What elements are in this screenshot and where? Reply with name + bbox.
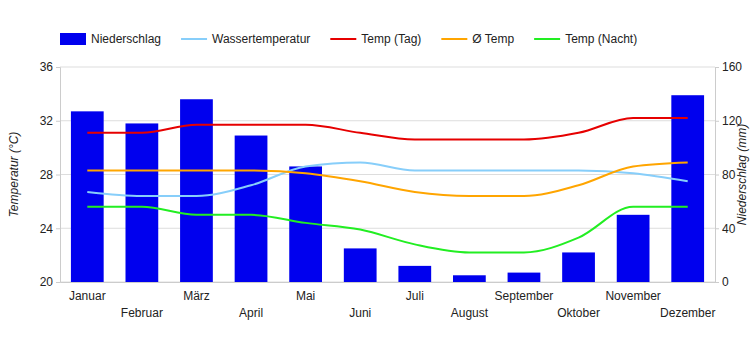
tick: 0 — [715, 275, 729, 289]
tick-label: Juni — [349, 306, 371, 320]
legend-swatch — [60, 33, 86, 45]
legend-swatch — [441, 38, 467, 40]
bar — [617, 215, 650, 282]
plot-area — [71, 95, 704, 282]
tick-label: August — [451, 306, 489, 320]
tick: April — [239, 306, 263, 320]
tick: 160 — [715, 60, 742, 74]
tick-mark — [715, 67, 719, 68]
tick: November — [605, 289, 660, 303]
tick-label: März — [183, 289, 210, 303]
bar — [508, 273, 541, 282]
legend-swatch — [534, 38, 560, 40]
legend-label: Temp (Tag) — [361, 32, 421, 46]
tick: Juli — [406, 289, 424, 303]
tick-label: 80 — [722, 168, 736, 182]
tick-mark — [715, 228, 719, 229]
tick-mark — [56, 121, 60, 122]
line — [87, 162, 687, 196]
bar — [344, 248, 377, 282]
tick: September — [495, 289, 554, 303]
tick-label: Oktober — [557, 306, 600, 320]
axis-line — [716, 68, 720, 283]
tick-label: September — [495, 289, 554, 303]
tick-label: 20 — [40, 275, 54, 289]
tick-label: Juli — [406, 289, 424, 303]
tick-label: 0 — [722, 275, 729, 289]
tick-label: 40 — [722, 222, 736, 236]
y2-axis-title: Niederschlag (mm) — [735, 124, 749, 225]
y-axis-title: Temperatur (°C) — [7, 132, 21, 218]
legend-item: Temp (Tag) — [330, 32, 421, 46]
tick-mark — [715, 282, 719, 283]
tick-label: Dezember — [660, 306, 715, 320]
tick-label: 24 — [40, 222, 54, 236]
legend-label: Ø Temp — [472, 32, 514, 46]
tick-label: 28 — [40, 168, 54, 182]
tick: 36 — [40, 60, 60, 74]
tick: März — [183, 289, 210, 303]
tick-mark — [715, 121, 719, 122]
line — [87, 207, 687, 253]
tick: 28 — [40, 168, 60, 182]
tick: 80 — [715, 168, 736, 182]
axis-line — [61, 282, 716, 283]
bar — [126, 123, 159, 282]
legend-label: Niederschlag — [91, 32, 161, 46]
y-axis: 20 24 28 32 36 — [40, 60, 61, 289]
legend-swatch — [181, 38, 207, 40]
tick-mark — [56, 228, 60, 229]
tick: 32 — [40, 114, 60, 128]
bar — [562, 252, 595, 282]
tick-label: 36 — [40, 60, 54, 74]
tick-label: Mai — [296, 289, 315, 303]
tick-label: November — [605, 289, 660, 303]
chart: Januar Februar März April Mai Juni Juli August S… — [0, 0, 750, 350]
tick: 20 — [40, 275, 60, 289]
x-axis: Januar Februar März April Mai Juni Juli August S… — [61, 283, 716, 320]
tick: 40 — [715, 222, 736, 236]
tick-mark — [715, 175, 719, 176]
legend-swatch — [330, 38, 356, 40]
line — [87, 162, 687, 196]
tick-label: Januar — [69, 289, 106, 303]
tick-mark — [56, 175, 60, 176]
tick: Oktober — [557, 306, 600, 320]
bar — [235, 136, 268, 282]
tick: Mai — [296, 289, 315, 303]
bars — [71, 95, 704, 282]
grid — [60, 67, 715, 282]
bar — [71, 111, 104, 282]
tick-label: 32 — [40, 114, 54, 128]
tick: Februar — [121, 306, 163, 320]
tick: Dezember — [660, 306, 715, 320]
line — [87, 118, 687, 140]
legend-item: Ø Temp — [441, 32, 514, 46]
bar — [453, 275, 486, 282]
tick-label: 160 — [722, 60, 742, 74]
tick-label: Februar — [121, 306, 163, 320]
tick: Januar — [69, 289, 106, 303]
tick-label: April — [239, 306, 263, 320]
legend-item: Temp (Nacht) — [534, 32, 637, 46]
bar — [671, 95, 704, 282]
bar — [398, 266, 431, 282]
legend-item: Wassertemperatur — [181, 32, 310, 46]
tick-mark — [56, 67, 60, 68]
tick: 24 — [40, 222, 60, 236]
tick: August — [451, 306, 489, 320]
grid-line — [60, 67, 715, 68]
tick-mark — [56, 282, 60, 283]
axis-line — [56, 68, 61, 283]
legend-label: Temp (Nacht) — [565, 32, 637, 46]
legend: Niederschlag Wassertemperatur Temp (Tag) Ø … — [60, 32, 637, 46]
legend-label: Wassertemperatur — [212, 32, 310, 46]
legend-item: Niederschlag — [60, 32, 161, 46]
tick: Juni — [349, 306, 371, 320]
